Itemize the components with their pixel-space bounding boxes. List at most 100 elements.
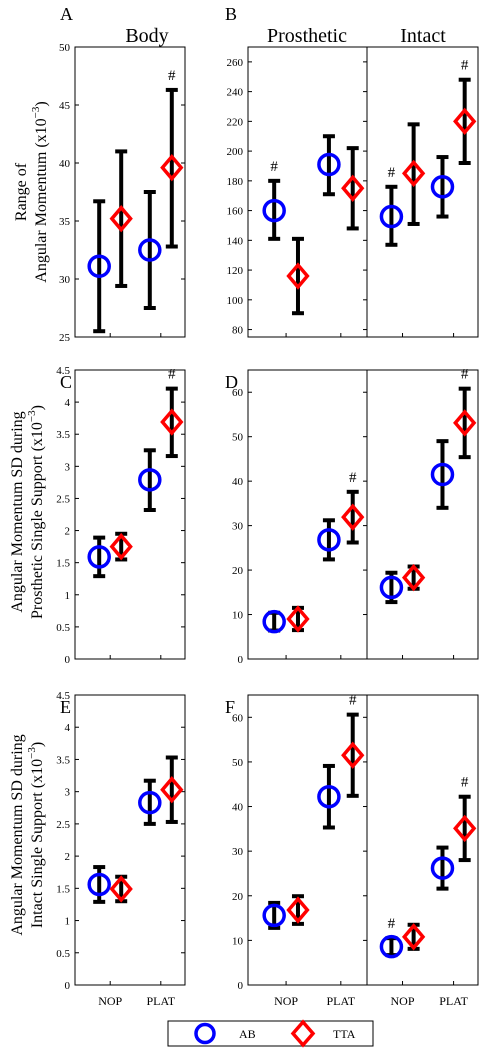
legend: AB TTA — [167, 1019, 374, 1048]
marker-ab-nop — [87, 872, 111, 897]
panel-d: 0 10 20 30 40 50 60D # — [225, 369, 368, 666]
y-tick-label: 40 — [232, 802, 244, 814]
marker-tta-plat — [160, 408, 184, 436]
marker-tta-nop — [286, 262, 310, 290]
marker-tta-nop — [286, 896, 310, 924]
marker-tta-nop — [401, 159, 426, 188]
y-tick-label: 2.5 — [56, 819, 70, 831]
marker-ab-nop — [87, 254, 111, 278]
marker-ab-plat — [138, 238, 162, 262]
y-tick-label: 1 — [65, 590, 71, 602]
marker-tta-nop — [109, 875, 133, 903]
y-tick-label: 140 — [227, 235, 244, 247]
marker-ab-nop — [87, 545, 111, 569]
y-tick-label: 2 — [65, 526, 71, 538]
y-tick-label: 3.5 — [56, 754, 70, 766]
marker-ab-nop — [262, 609, 286, 634]
y-tick-label: 0 — [65, 980, 71, 992]
y-tick-label: 60 — [232, 387, 244, 399]
y-tick-label: 4 — [65, 722, 71, 734]
legend-tta-marker — [290, 1019, 316, 1048]
legend-tta-label: TTA — [333, 1027, 356, 1041]
panel-f2: NOP PLAT # # — [366, 694, 479, 1008]
y-tick-label: 2 — [65, 851, 71, 863]
y-tick-label: 40 — [59, 158, 71, 170]
x-tick-label: PLAT — [146, 994, 175, 1008]
y-tick-label: 240 — [227, 87, 244, 99]
y-tick-label: 3 — [65, 461, 71, 473]
significance-marker: # — [349, 470, 357, 486]
significance-marker: # — [461, 775, 469, 791]
marker-ab-plat — [138, 468, 162, 492]
y-tick-label: 30 — [232, 846, 244, 858]
y-tick-label: 0 — [238, 980, 244, 992]
marker-ab-plat — [317, 784, 341, 809]
y-tick-label: 1 — [65, 916, 71, 928]
y-tick-label: 4 — [65, 397, 71, 409]
panel-e: 0 0.5 1 1.5 2 2.5 3 3.5 4 4.5 NOP PLAT E Angular Mome… — [9, 690, 186, 1008]
marker-tta-plat — [160, 153, 184, 182]
axes-frame — [366, 694, 479, 986]
y-tick-label: 0.5 — [56, 622, 70, 634]
panel-letter: D — [225, 372, 238, 392]
marker-tta-plat — [341, 503, 365, 531]
panel-c: 0 0.5 1 1.5 2 2.5 3 3.5 4 4.5C Angular Momentum SD… — [9, 365, 186, 666]
marker-tta-plat — [453, 814, 477, 843]
y-tick-label: 120 — [227, 265, 244, 277]
marker-tta-plat — [341, 741, 365, 769]
marker-ab-plat — [138, 790, 162, 815]
axes-frame — [366, 46, 479, 338]
y-tick-label: 30 — [59, 274, 71, 286]
axes-frame — [74, 694, 186, 986]
marker-ab-plat — [317, 152, 341, 177]
panel-a: 25 30 35 40 45 50 A Body Range of Angular Momentu… — [13, 4, 186, 344]
x-tick-label: PLAT — [326, 994, 355, 1008]
y-tick-label: 25 — [59, 332, 71, 344]
marker-tta-plat — [453, 107, 477, 136]
significance-marker: # — [270, 159, 278, 175]
panel-letter: E — [60, 697, 71, 717]
y-tick-label: 50 — [232, 757, 244, 769]
axes-frame — [74, 46, 186, 338]
y-tick-label: 30 — [232, 521, 244, 533]
significance-marker: # — [168, 367, 176, 383]
panel-title: Intact — [400, 25, 446, 47]
y-tick-label: 40 — [232, 476, 244, 488]
significance-marker: # — [388, 916, 396, 932]
panel-b: 80 100 120 140 160 180 200 220 240 260 B Prosthetic… — [225, 4, 368, 338]
panel-b2: Intact # # — [366, 25, 479, 338]
marker-ab-plat — [430, 462, 455, 487]
y-tick-label: 220 — [227, 116, 244, 128]
y-tick-label: 1.5 — [56, 883, 70, 895]
y-tick-label: 2.5 — [56, 493, 70, 505]
panel-letter: C — [60, 372, 72, 392]
y-tick-label: 50 — [232, 432, 244, 444]
marker-tta-plat — [341, 174, 365, 202]
marker-tta-nop — [401, 563, 426, 592]
marker-tta-nop — [109, 532, 133, 561]
y-tick-label: 20 — [232, 565, 244, 577]
y-axis-label: Angular Momentum SD during Prosthetic Sin… — [9, 405, 46, 619]
y-tick-label: 35 — [59, 216, 71, 228]
marker-tta-nop — [109, 204, 133, 233]
y-tick-label: 1.5 — [56, 558, 70, 570]
marker-tta-nop — [286, 605, 310, 633]
legend-ab-marker — [194, 1022, 216, 1045]
y-tick-label: 160 — [227, 206, 244, 218]
y-tick-label: 45 — [59, 100, 71, 112]
panel-f: 0 10 20 30 40 50 60 NOP PLAT F # — [225, 693, 368, 1008]
y-tick-label: 4.5 — [56, 365, 70, 377]
panel-title: Body — [125, 25, 168, 47]
y-tick-label: 20 — [232, 891, 244, 903]
significance-marker: # — [168, 68, 176, 84]
axes-frame — [74, 369, 186, 660]
panel-title: Prosthetic — [267, 25, 347, 47]
y-tick-label: 100 — [227, 295, 244, 307]
panel-letter: B — [225, 4, 237, 24]
marker-ab-nop — [379, 204, 404, 229]
y-tick-label: 0 — [65, 654, 71, 666]
axes-frame — [247, 46, 368, 338]
panel-letter: F — [225, 697, 235, 717]
marker-ab-plat — [317, 528, 341, 552]
y-tick-label: 4.5 — [56, 690, 70, 702]
